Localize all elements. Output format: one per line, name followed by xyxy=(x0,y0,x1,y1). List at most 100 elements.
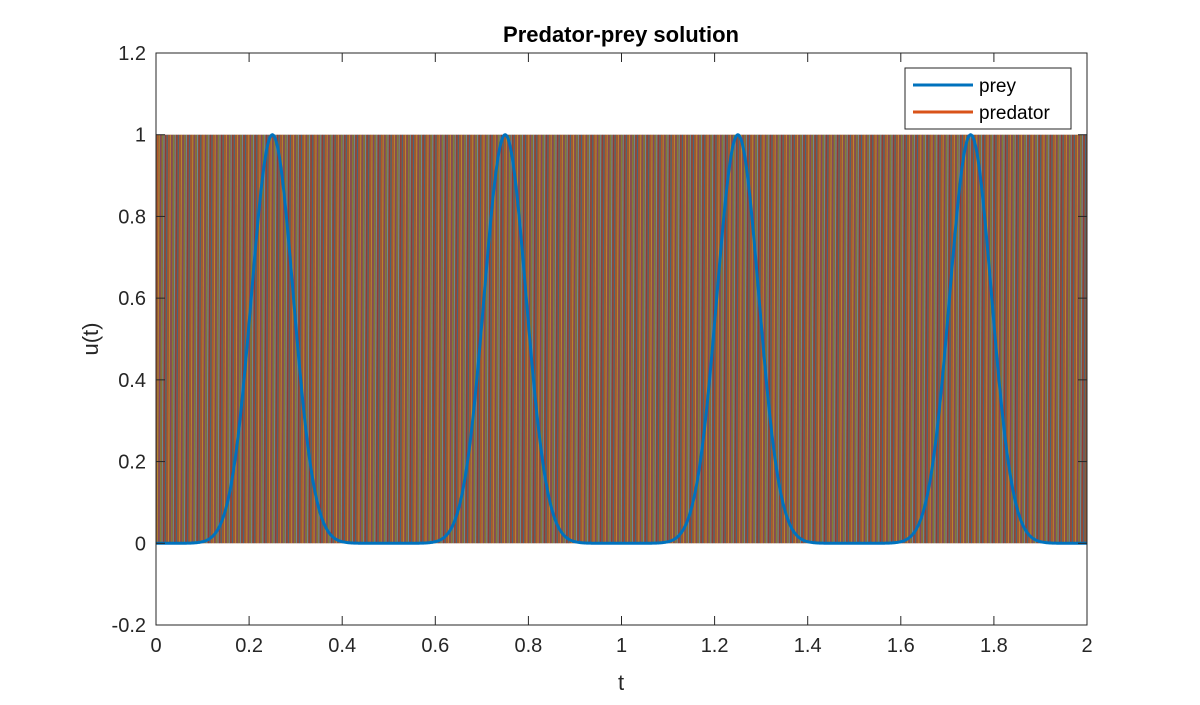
band-curve xyxy=(1043,134,1047,544)
band-curve xyxy=(891,134,895,544)
band-curve xyxy=(321,134,325,544)
band-curve xyxy=(273,134,277,544)
band-curve xyxy=(969,134,973,544)
band-curve xyxy=(900,134,904,544)
band-curve xyxy=(364,134,368,544)
band-curve xyxy=(443,134,447,544)
band-curve xyxy=(620,134,624,544)
band-curve xyxy=(615,134,619,544)
band-curve xyxy=(1079,134,1083,544)
band-curve xyxy=(243,134,247,544)
band-curve xyxy=(985,134,989,544)
band-curve xyxy=(849,134,853,544)
band-curve xyxy=(164,134,168,544)
band-curve xyxy=(433,134,437,544)
band-curve xyxy=(212,134,216,544)
band-curve xyxy=(563,134,567,544)
band-curve xyxy=(951,134,955,544)
band-curve xyxy=(481,134,485,544)
band-curve xyxy=(267,134,271,544)
band-curve xyxy=(668,134,672,544)
band-curve xyxy=(540,134,544,544)
band-curve xyxy=(471,134,475,544)
x-tick-label: 0.8 xyxy=(514,635,542,657)
band-curve xyxy=(823,134,827,544)
chart-title: Predator-prey solution xyxy=(503,22,739,47)
band-curve xyxy=(547,134,551,544)
band-curve xyxy=(751,134,755,544)
band-curve xyxy=(812,134,816,544)
band-curve xyxy=(462,134,466,544)
band-curve xyxy=(244,134,248,544)
band-curve xyxy=(1059,134,1063,544)
band-curve xyxy=(967,134,971,544)
band-curve xyxy=(451,134,455,544)
band-curve xyxy=(707,134,711,544)
band-curve xyxy=(753,134,757,544)
band-curve xyxy=(876,134,880,544)
band-curve xyxy=(815,134,819,544)
band-curve xyxy=(814,134,818,544)
band-curve xyxy=(412,134,416,544)
band-curve xyxy=(356,134,360,544)
band-curve xyxy=(323,134,327,544)
band-curve xyxy=(271,134,275,544)
band-curve xyxy=(990,134,994,544)
band-curve xyxy=(1065,134,1069,544)
band-curve xyxy=(963,134,967,544)
y-tick-label: 0.8 xyxy=(118,206,146,228)
band-curve xyxy=(388,134,392,544)
band-curve xyxy=(550,134,554,544)
band-curve xyxy=(161,134,165,544)
band-curve xyxy=(180,134,184,544)
band-curve xyxy=(927,134,931,544)
band-curve xyxy=(436,134,440,544)
band-curve xyxy=(599,134,603,544)
band-curve xyxy=(351,134,355,544)
band-curve xyxy=(548,134,552,544)
band-curve xyxy=(582,134,586,544)
band-curve xyxy=(799,134,803,544)
band-curve xyxy=(1028,134,1032,544)
band-curve xyxy=(708,134,712,544)
band-curve xyxy=(545,134,549,544)
band-curve xyxy=(1049,134,1053,544)
band-curve xyxy=(609,134,613,544)
band-curve xyxy=(1003,134,1007,544)
band-curve xyxy=(455,134,459,544)
band-curve xyxy=(755,134,759,544)
band-curve xyxy=(793,134,797,544)
band-curve xyxy=(486,134,490,544)
band-curve xyxy=(724,134,728,544)
band-curve xyxy=(508,134,512,544)
band-curve xyxy=(991,134,995,544)
band-curve xyxy=(190,134,194,544)
x-tick-label: 0 xyxy=(150,635,161,657)
band-curve xyxy=(590,134,594,544)
band-curve xyxy=(979,134,983,544)
band-curve xyxy=(377,134,381,544)
band-curve xyxy=(521,134,525,544)
band-curve xyxy=(171,134,175,544)
band-curve xyxy=(660,134,664,544)
band-curve xyxy=(475,134,479,544)
band-curve xyxy=(867,134,871,544)
band-curve xyxy=(868,134,872,544)
band-curve xyxy=(262,134,266,544)
band-curve xyxy=(575,134,579,544)
band-curve xyxy=(948,134,952,544)
band-curve xyxy=(459,134,463,544)
band-curve xyxy=(719,134,723,544)
band-curve xyxy=(785,134,789,544)
band-curve xyxy=(910,134,914,544)
band-curve xyxy=(441,134,445,544)
band-curve xyxy=(420,134,424,544)
band-curve xyxy=(647,134,651,544)
band-curve xyxy=(783,134,787,544)
band-curve xyxy=(897,134,901,544)
x-tick-label: 1.4 xyxy=(794,635,822,657)
band-curve xyxy=(964,134,968,544)
band-curve xyxy=(286,134,290,544)
band-curve xyxy=(819,134,823,544)
